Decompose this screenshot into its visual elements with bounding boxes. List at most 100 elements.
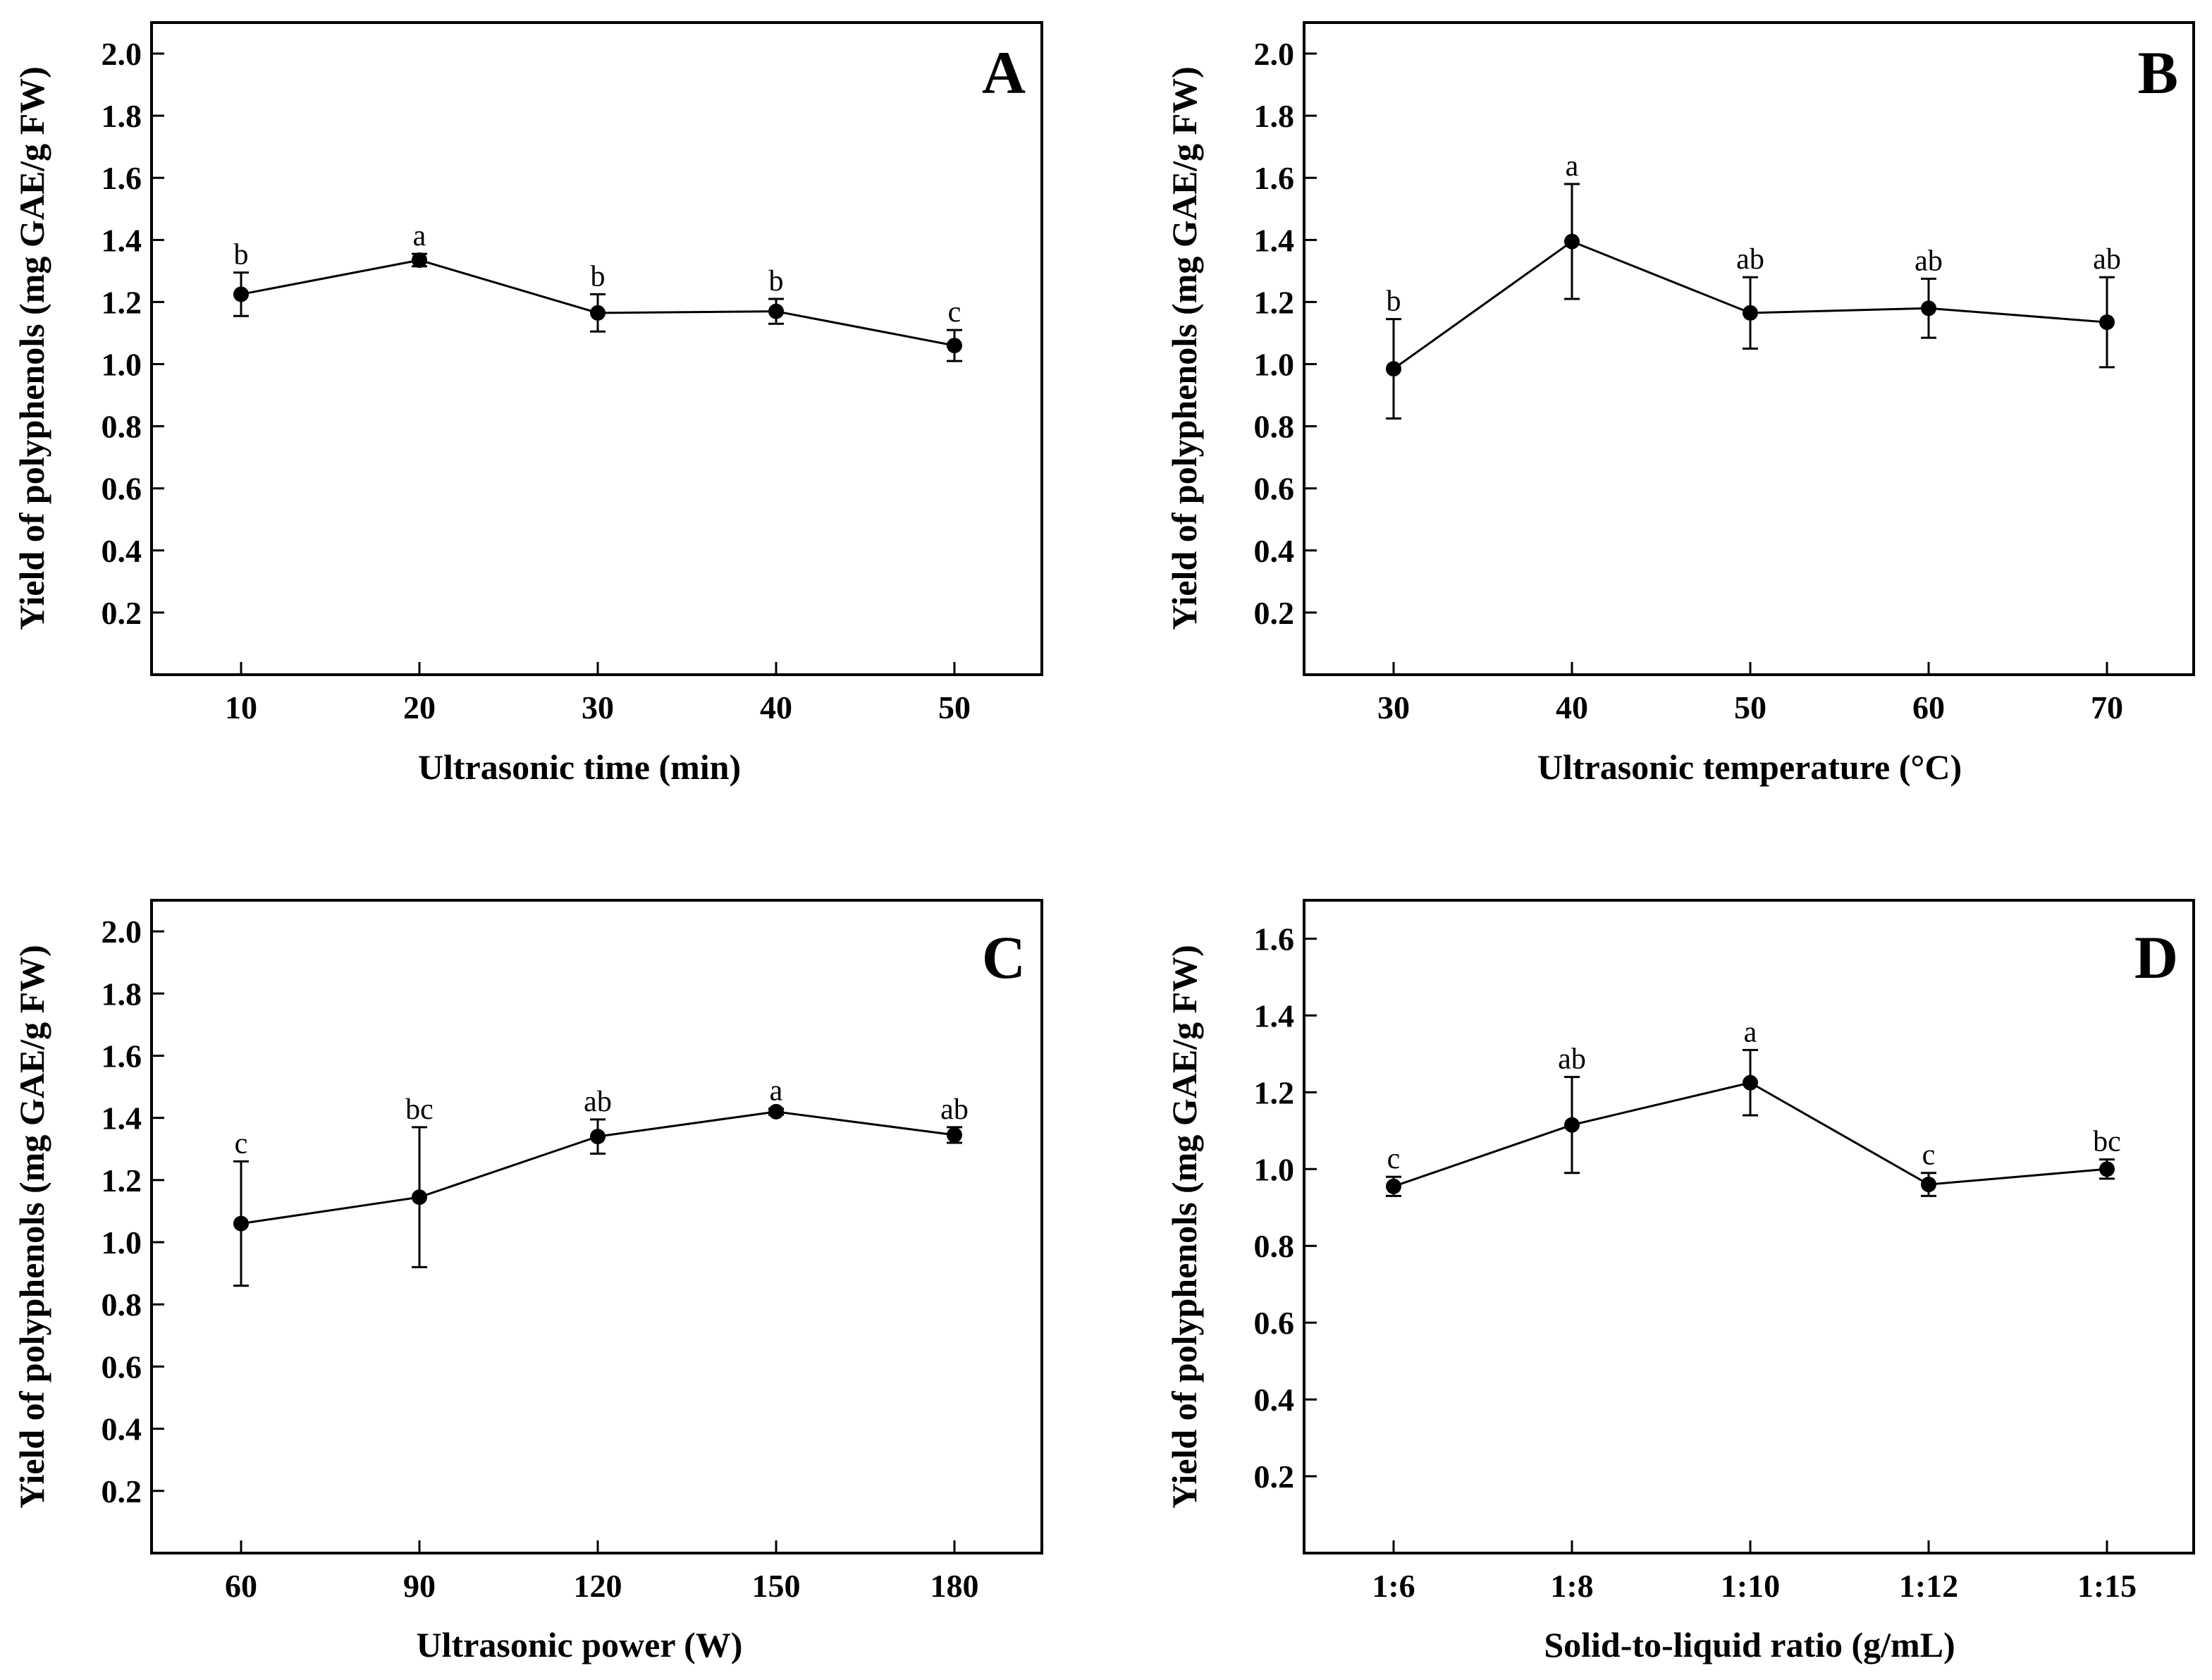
panel-b-ytick-label: 1.8 [1254, 98, 1295, 134]
panel-a-data-point [590, 305, 606, 321]
panel-c-ytick-label: 0.6 [102, 1349, 142, 1385]
panel-c-significance-label: c [235, 1127, 248, 1160]
panel-a-letter: A [982, 39, 1026, 106]
panel-b-ytick-label: 0.6 [1254, 471, 1295, 507]
panel-b-data-point [1564, 233, 1580, 250]
panel-c-xtick-label: 180 [930, 1568, 979, 1604]
panel-b: 0.2 0.4 0.6 0.8 1.0 1.2 1.4 1.6 1.8 2.0 30 40 50 60 70… [1165, 21, 2195, 787]
panel-c-significance-label: bc [405, 1093, 434, 1126]
panel-b-xtick-label: 30 [1377, 689, 1410, 725]
panel-c-ytick-label: 2.0 [102, 914, 142, 950]
panel-a-xtick-label: 50 [938, 689, 971, 725]
panel-a-xtick-label: 30 [582, 689, 614, 725]
panel-c-significance-label: a [770, 1074, 783, 1107]
panel-d-ylabel: Yield of polyphenols (mg GAE/g FW) [1165, 945, 1204, 1509]
panel-c-ylabel: Yield of polyphenols (mg GAE/g FW) [12, 945, 51, 1509]
panel-d-xlabel: Solid-to-liquid ratio (g/mL) [1544, 1625, 1955, 1664]
panel-d-xtick-label: 1:10 [1721, 1568, 1780, 1604]
panel-d-ytick-label: 0.2 [1254, 1459, 1295, 1495]
panel-b-significance-label: a [1566, 150, 1579, 183]
panel-b-ytick-label: 0.2 [1254, 595, 1295, 631]
panel-a-data-point [412, 252, 427, 268]
panel-c-xtick-label: 150 [752, 1568, 801, 1604]
panel-a-ylabel: Yield of polyphenols (mg GAE/g FW) [12, 66, 51, 630]
panel-c-frame [150, 899, 1043, 1555]
panel-c-data-point [590, 1129, 606, 1145]
panel-b-ytick-label: 0.8 [1254, 409, 1295, 445]
panel-d-xtick-label: 1:6 [1372, 1568, 1415, 1604]
panel-c-ytick-label: 1.4 [102, 1100, 142, 1136]
panel-c-significance-label: ab [584, 1086, 612, 1118]
panel-c-ytick-label: 1.2 [102, 1163, 142, 1198]
panel-d-data-point [1921, 1177, 1936, 1193]
panel-b-xlabel: Ultrasonic temperature (°C) [1537, 747, 1962, 787]
panel-d-ytick-label: 1.6 [1254, 921, 1295, 957]
panel-a-xtick-label: 20 [403, 689, 436, 725]
panel-b-ytick-label: 1.0 [1254, 347, 1295, 383]
panel-b-significance-label: ab [1915, 245, 1943, 277]
panel-b-ytick-label: 2.0 [1254, 36, 1295, 72]
panel-a-xlabel: Ultrasonic time (min) [418, 747, 741, 787]
panel-c-ytick-label: 0.4 [102, 1411, 142, 1447]
panel-b-frame [1303, 21, 2195, 676]
panel-a-ytick-label: 1.0 [102, 347, 142, 383]
panel-d-data-point [1564, 1117, 1580, 1133]
panel-a-ytick-label: 1.6 [102, 160, 142, 196]
panel-a-data-point [233, 286, 249, 302]
panel-d-ytick-label: 1.4 [1254, 998, 1295, 1034]
panel-d-data-point [1386, 1178, 1401, 1194]
panel-d-significance-label: ab [1558, 1043, 1586, 1076]
panel-c-data-point [412, 1189, 427, 1206]
panel-c-data-point [233, 1215, 249, 1232]
panel-a-data-point [768, 303, 784, 319]
panel-d-data-point [1743, 1074, 1758, 1091]
panel-a-xtick-label: 10 [225, 689, 257, 725]
panel-b-data-point [2099, 314, 2115, 331]
panel-c-data-point [768, 1103, 784, 1120]
panel-a: 0.2 0.4 0.6 0.8 1.0 1.2 1.4 1.6 1.8 2.0 10 20 30 40 50… [12, 21, 1043, 787]
panel-c-significance-label: ab [940, 1093, 969, 1126]
panel-a-significance-label: b [234, 239, 249, 271]
panel-b-data-point [1921, 300, 1936, 317]
panel-a-ytick-label: 0.6 [102, 471, 142, 507]
panel-a-data-point [947, 338, 962, 354]
panel-d-frame [1303, 899, 2195, 1555]
panel-b-xtick-label: 60 [1912, 689, 1945, 725]
panel-c-xtick-label: 60 [225, 1568, 257, 1604]
panel-a-significance-label: b [591, 260, 606, 293]
panel-a-ytick-label: 2.0 [102, 36, 142, 72]
panel-a-ytick-label: 0.2 [102, 595, 142, 631]
panel-b-ytick-label: 1.2 [1254, 284, 1295, 320]
panel-b-significance-label: ab [1736, 243, 1764, 276]
panel-a-frame [150, 21, 1043, 676]
panel-b-letter: B [2138, 39, 2178, 106]
panel-a-ytick-label: 0.8 [102, 409, 142, 445]
panel-b-data-point [1743, 305, 1758, 321]
panel-a-significance-label: c [948, 296, 961, 329]
panel-a-significance-label: a [413, 220, 426, 252]
panel-c-letter: C [982, 924, 1026, 991]
panel-d-xtick-label: 1:8 [1550, 1568, 1593, 1604]
panel-c-xtick-label: 120 [574, 1568, 622, 1604]
panel-c-ytick-label: 1.0 [102, 1225, 142, 1261]
panel-d-ytick-label: 1.0 [1254, 1151, 1295, 1187]
panel-d-ytick-label: 1.2 [1254, 1074, 1295, 1110]
panel-b-xtick-label: 50 [1734, 689, 1766, 725]
panel-b-xtick-label: 40 [1556, 689, 1588, 725]
panel-a-ytick-label: 0.4 [102, 533, 142, 569]
panel-d-significance-label: c [1922, 1139, 1936, 1172]
panel-c-xlabel: Ultrasonic power (W) [417, 1625, 743, 1664]
panel-d-significance-label: c [1387, 1143, 1401, 1175]
panel-c-ytick-label: 0.2 [102, 1473, 142, 1509]
panel-d-xtick-label: 1:12 [1899, 1568, 1958, 1604]
panel-d-ytick-label: 0.4 [1254, 1382, 1295, 1418]
panel-b-ytick-label: 0.4 [1254, 533, 1295, 569]
panel-c-ytick-label: 1.8 [102, 976, 142, 1012]
panel-d: 0.2 0.4 0.6 0.8 1.0 1.2 1.4 1.6 1:6 1:8 1:10 1:12 1:… [1165, 899, 2195, 1664]
panel-d-letter: D [2134, 924, 2178, 991]
panel-c-ytick-label: 1.6 [102, 1038, 142, 1074]
panel-b-ytick-label: 1.4 [1254, 222, 1295, 258]
panel-b-xtick-label: 70 [2091, 689, 2123, 725]
panel-c-data-point [947, 1127, 962, 1143]
